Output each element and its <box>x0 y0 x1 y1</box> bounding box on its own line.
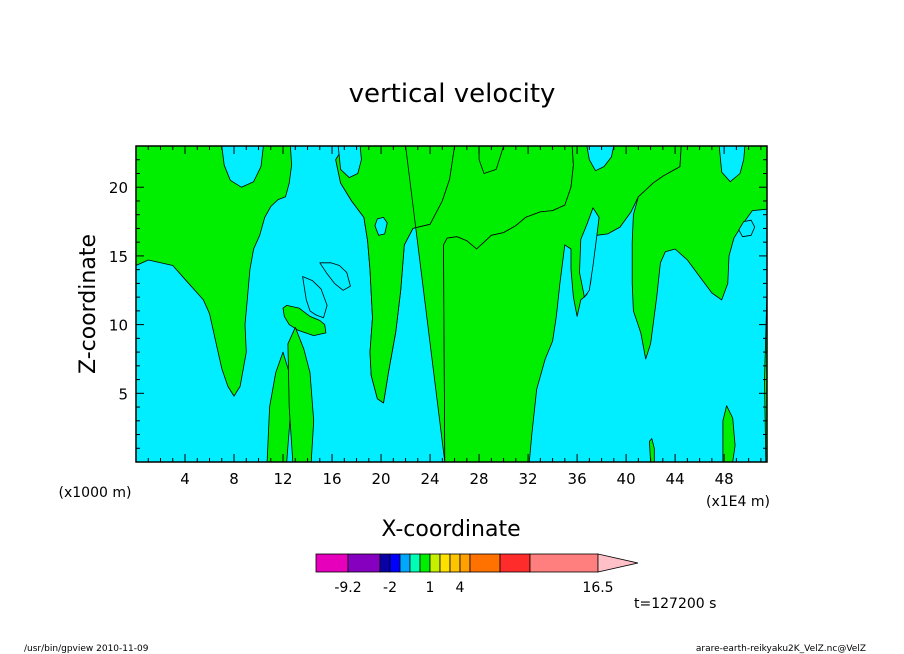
x-tick-label: 16 <box>322 470 341 488</box>
colorbar-segment-6 <box>419 553 431 573</box>
colorbar-segment-5 <box>409 553 421 573</box>
downdraft-region-2 <box>374 216 388 236</box>
x-unit-right: (x1E4 m) <box>706 494 770 510</box>
updraft-region-8 <box>649 438 655 462</box>
colorbar-tick-label: 4 <box>456 580 465 596</box>
x-tick-label: 48 <box>715 470 734 488</box>
x-tick-label: 12 <box>273 470 292 488</box>
downdraft-region-0 <box>221 146 264 188</box>
y-tick-label: 10 <box>109 317 128 335</box>
downdraft-region-4 <box>302 276 328 319</box>
downdraft-region-6 <box>586 146 615 172</box>
footer-left: /usr/bin/gpview 2010-11-09 <box>24 644 149 654</box>
colorbar-segment-2 <box>379 553 391 573</box>
colorbar-segment-13 <box>529 553 599 573</box>
x-tick-label: 36 <box>568 470 587 488</box>
y-tick-label: 5 <box>118 385 128 403</box>
updraft-region-6 <box>631 146 767 360</box>
contour-regions <box>136 146 767 462</box>
time-label: t=127200 s <box>634 596 716 612</box>
downdraft-region-8 <box>738 219 756 238</box>
updraft-region-7 <box>722 405 736 462</box>
colorbar: -9.2 -2 1 4 16.5 <box>315 553 639 596</box>
x-axis-label: X-coordinate <box>381 517 520 542</box>
colorbar-segment-11 <box>469 553 501 573</box>
colorbar-segment-12 <box>499 553 531 573</box>
plot-frame <box>135 145 768 463</box>
chart-title: vertical velocity <box>349 79 556 109</box>
colorbar-segment-0 <box>315 553 349 573</box>
downdraft-region-7 <box>718 146 746 183</box>
x-tick-label: 44 <box>666 470 685 488</box>
updraft-region-2 <box>282 304 327 337</box>
y-tick-label: 20 <box>109 179 128 197</box>
colorbar-segment-8 <box>439 553 451 573</box>
colorbar-extend-arrow <box>597 553 639 573</box>
updraft-region-3 <box>287 326 315 462</box>
colorbar-tick-label: 16.5 <box>582 580 613 596</box>
x-tick-label: 8 <box>229 470 239 488</box>
colorbar-tick-label: 1 <box>426 580 435 596</box>
x-tick-label: 32 <box>519 470 538 488</box>
colorbar-tick-label: -9.2 <box>334 580 361 596</box>
y-axis-label: Z-coordinate <box>76 234 101 374</box>
x-tick-label: 24 <box>421 470 440 488</box>
colorbar-segment-9 <box>449 553 461 573</box>
updraft-region-1 <box>266 351 291 462</box>
colorbar-segment-3 <box>389 553 401 573</box>
x-tick-label: 20 <box>372 470 391 488</box>
downdraft-region-1 <box>337 146 362 179</box>
colorbar-segment-1 <box>347 553 381 573</box>
colorbar-segment-7 <box>429 553 441 573</box>
footer-right: arare-earth-reikyaku2K_VelZ.nc@VelZ <box>696 644 866 654</box>
downdraft-region-5 <box>579 207 600 298</box>
colorbar-segment-4 <box>399 553 411 573</box>
downdraft-region-3 <box>319 262 351 291</box>
x-tick-label: 40 <box>617 470 636 488</box>
x-unit-left: (x1000 m) <box>59 485 132 501</box>
x-tick-label: 4 <box>180 470 190 488</box>
colorbar-segment-10 <box>459 553 471 573</box>
colorbar-tick-label: -2 <box>383 580 397 596</box>
y-tick-label: 15 <box>109 248 128 266</box>
x-tick-label: 28 <box>470 470 489 488</box>
